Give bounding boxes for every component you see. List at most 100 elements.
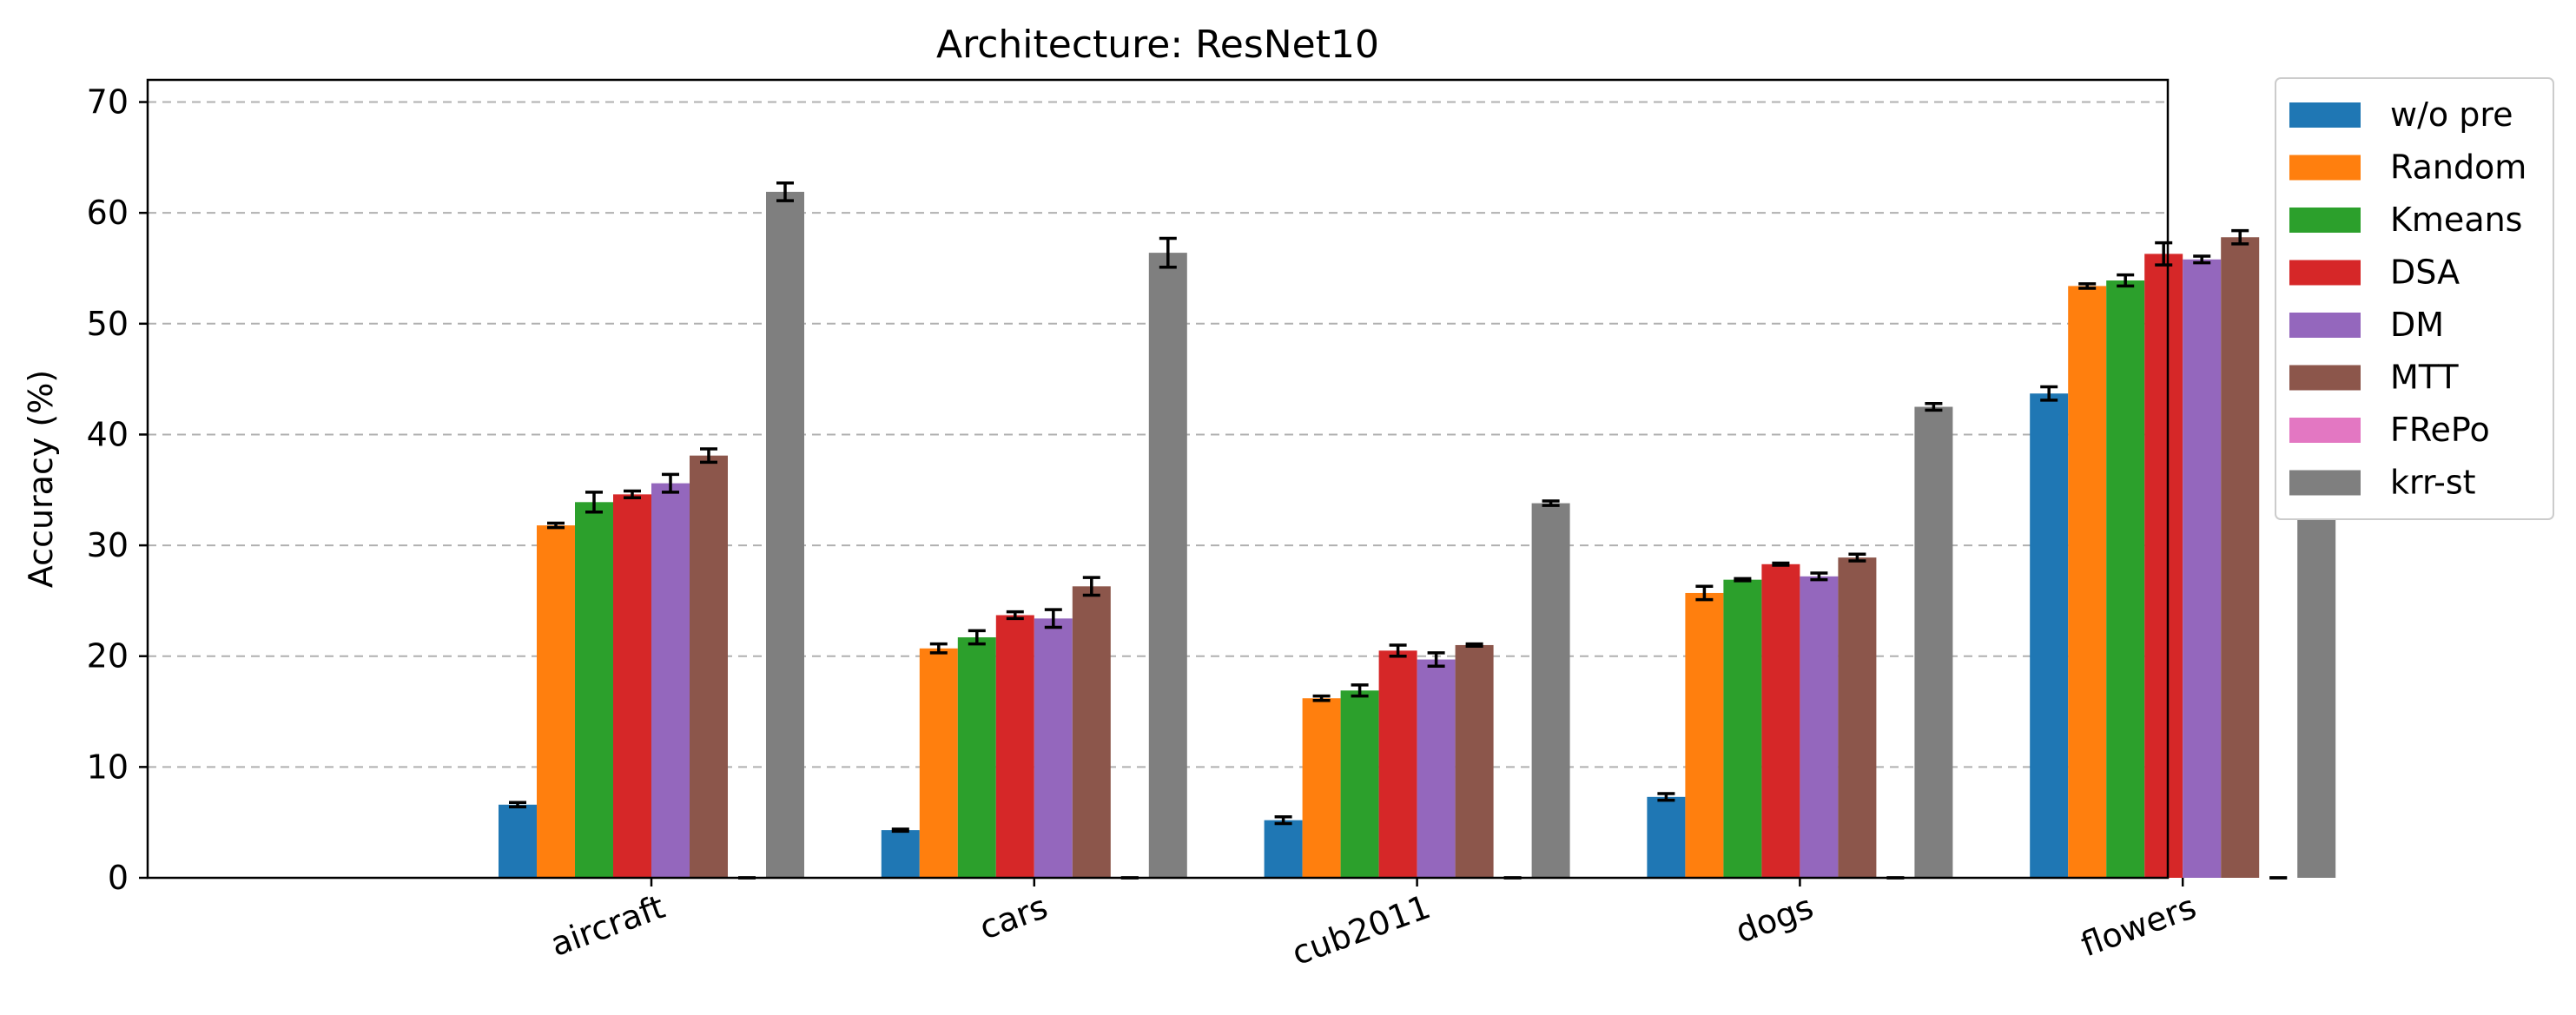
error-bar: [1389, 643, 1407, 658]
error-bar: [1006, 610, 1024, 621]
y-tick-label: 70: [87, 83, 129, 122]
x-tick-label: cars: [974, 887, 1053, 947]
bar-mtt-cars: [1072, 586, 1111, 878]
error-bar: [1351, 683, 1369, 698]
error-bar: [1082, 576, 1100, 597]
legend-swatch: [2289, 470, 2361, 496]
legend-swatch: [2289, 102, 2361, 128]
error-bar: [1657, 792, 1675, 802]
bars: [499, 122, 2336, 879]
chart-title: Architecture: ResNet10: [936, 23, 1379, 67]
error-bar: [1465, 642, 1483, 648]
legend-label: Kmeans: [2390, 201, 2522, 239]
error-bar: [662, 472, 679, 494]
error-bar: [968, 629, 986, 646]
error-bar: [891, 827, 909, 834]
error-bar: [700, 447, 717, 465]
error-bar: [1312, 694, 1331, 702]
legend-swatch: [2289, 313, 2361, 338]
error-bar: [1427, 651, 1445, 668]
legend-item: MTT: [2289, 359, 2459, 397]
error-bar: [1044, 608, 1062, 629]
error-bar: [1542, 499, 1560, 507]
bar-dsa-aircraft: [613, 494, 651, 878]
legend-item: w/o pre: [2289, 96, 2513, 134]
error-bar: [1772, 561, 1790, 567]
error-bar: [585, 491, 603, 514]
legend-label: DSA: [2390, 254, 2460, 292]
legend-swatch: [2289, 418, 2361, 443]
legend-label: Random: [2390, 148, 2526, 187]
bar-krr-st-aircraft: [766, 191, 804, 878]
y-tick-label: 20: [87, 637, 129, 676]
x-tick-label: dogs: [1731, 887, 1819, 951]
bar-random-flowers: [2068, 286, 2107, 878]
legend-item: Kmeans: [2289, 201, 2522, 239]
bar-dsa-cars: [995, 615, 1034, 878]
bar-random-dogs: [1685, 592, 1724, 878]
y-tick-label: 30: [87, 526, 129, 564]
bar-krr-st-cars: [1148, 253, 1187, 878]
legend-item: DSA: [2289, 254, 2460, 292]
error-bar: [1925, 401, 1943, 412]
legend: w/o pre Random Kmeans DSA DM MTT FRePo krr-st: [2275, 77, 2554, 520]
bar-dm-dogs: [1800, 576, 1839, 878]
bar-random-cars: [919, 648, 958, 878]
error-bar: [2231, 228, 2249, 246]
bar-kmeans-dogs: [1723, 579, 1762, 878]
y-axis-label: Accuracy (%): [22, 370, 60, 588]
y-tick-label: 60: [87, 194, 129, 232]
bar-dsa-cub2011: [1378, 650, 1417, 878]
bar-dm-cub2011: [1417, 659, 1456, 878]
bar-w-o-pre-dogs: [1647, 796, 1686, 878]
bar-krr-st-cub2011: [1531, 503, 1570, 878]
x-tick-label: cub2011: [1287, 887, 1436, 972]
legend-swatch: [2289, 155, 2361, 181]
bar-kmeans-aircraft: [575, 502, 613, 878]
error-bar: [1848, 552, 1866, 563]
bar-w-o-pre-cub2011: [1264, 820, 1303, 878]
legend-item: FRePo: [2289, 411, 2490, 449]
error-bar: [1159, 236, 1177, 269]
y-tick-label: 10: [87, 748, 129, 786]
bar-random-aircraft: [537, 525, 575, 878]
y-axis-ticks: 0 10 20 30 40 50 60 70: [87, 83, 148, 897]
y-tick-label: 0: [108, 859, 129, 897]
bar-mtt-flowers: [2221, 237, 2260, 879]
bar-mtt-cub2011: [1455, 644, 1494, 878]
error-bar: [547, 521, 565, 530]
error-bar: [2040, 385, 2058, 402]
error-bar: [624, 489, 641, 499]
legend-label: MTT: [2390, 359, 2459, 397]
error-bar: [1810, 571, 1828, 582]
error-bar: [2078, 282, 2097, 290]
error-bar: [776, 181, 794, 202]
bar-dm-aircraft: [651, 483, 690, 878]
bar-mtt-dogs: [1838, 557, 1877, 878]
x-tick-label: aircraft: [545, 887, 670, 964]
bar-dsa-dogs: [1761, 564, 1800, 878]
error-bar: [2193, 254, 2211, 265]
bar-dm-cars: [1034, 618, 1073, 878]
bar-kmeans-flowers: [2106, 280, 2145, 879]
bar-w-o-pre-aircraft: [499, 804, 537, 878]
legend-swatch: [2289, 365, 2361, 391]
bar-dm-flowers: [2183, 259, 2222, 878]
x-axis-ticks: aircraft cars cub2011 dogs flowers: [545, 878, 2201, 972]
bar-kmeans-cub2011: [1340, 690, 1379, 878]
legend-item: DM: [2289, 306, 2444, 344]
bar-dsa-flowers: [2144, 254, 2183, 878]
error-bar: [509, 801, 526, 809]
error-bar: [1734, 577, 1752, 583]
error-bar: [929, 642, 948, 655]
bar-krr-st-dogs: [1914, 406, 1953, 878]
y-tick-label: 50: [87, 305, 129, 343]
plot-frame: [146, 78, 2170, 880]
legend-swatch: [2289, 260, 2361, 286]
legend-label: DM: [2390, 306, 2444, 344]
bar-w-o-pre-cars: [881, 830, 920, 878]
legend-swatch: [2289, 208, 2361, 233]
y-tick-label: 40: [87, 415, 129, 453]
